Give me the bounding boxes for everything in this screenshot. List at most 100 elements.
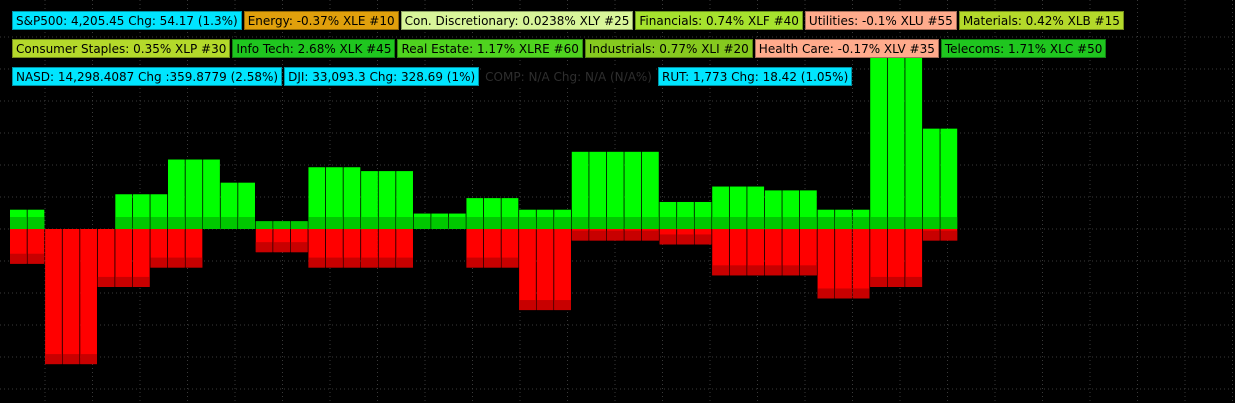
bar-negative-5 (97, 229, 115, 287)
sector-label-consumer-staples: Consumer Staples: 0.35% XLP #30 (12, 39, 231, 58)
bar-positive-base-17 (308, 217, 326, 229)
sector-label-telecoms: Telecoms: 1.71% XLC #50 (940, 39, 1107, 58)
bar-negative-41 (729, 229, 747, 276)
bar-negative-49 (870, 229, 887, 287)
bar-negative-tail-19 (343, 257, 361, 268)
bar-negative-7 (132, 229, 150, 287)
bar-negative-tail-6 (115, 276, 133, 287)
bar-negative-tail-50 (887, 276, 905, 287)
bar-negative-tail-48 (852, 288, 870, 299)
bar-positive-base-35 (624, 217, 642, 229)
bar-negative-tail-46 (817, 288, 835, 299)
bar-negative-tail-47 (835, 288, 852, 299)
bar-positive-base-33 (589, 217, 607, 229)
bar-positive-base-48 (852, 217, 870, 229)
bar-positive-base-12 (220, 217, 238, 229)
bar-positive-50 (887, 39, 905, 229)
bar-negative-tail-37 (659, 234, 677, 245)
bar-positive-base-8 (150, 217, 168, 229)
bar-negative-tail-4 (80, 354, 97, 365)
bar-negative-2 (45, 229, 62, 365)
index-label-dji: DJI: 33,093.3 Chg: 328.69 (1%) (284, 67, 480, 86)
bar-negative-tail-5 (97, 276, 115, 287)
bar-negative-43 (764, 229, 782, 276)
bar-positive-base-50 (887, 217, 905, 229)
sector-label-financials: Financials: 0.74% XLF #40 (635, 11, 803, 30)
sector-label-info-tech: Info Tech: 2.68% XLK #45 (232, 39, 396, 58)
label-row-2: Consumer Staples: 0.35% XLP #30 Info Tec… (12, 39, 1107, 58)
bar-positive-base-45 (800, 217, 817, 229)
bar-positive-base-40 (712, 217, 729, 229)
bar-positive-base-44 (782, 217, 800, 229)
bar-negative-tail-31 (554, 300, 571, 311)
bar-negative-tail-16 (290, 242, 308, 253)
bar-positive-base-24 (431, 217, 449, 229)
sector-label-real-estate: Real Estate: 1.17% XLRE #60 (397, 39, 583, 58)
bar-positive-base-13 (238, 217, 255, 229)
bar-positive-base-38 (677, 217, 694, 229)
bar-negative-tail-45 (800, 265, 817, 276)
bar-negative-tail-10 (185, 257, 203, 268)
bar-negative-tail-3 (62, 354, 80, 365)
bar-positive-base-51 (905, 217, 923, 229)
bar-negative-tail-38 (677, 234, 694, 245)
bar-positive-9 (168, 159, 185, 229)
bar-positive-base-10 (185, 217, 203, 229)
index-label-rut: RUT: 1,773 Chg: 18.42 (1.05%) (657, 67, 853, 86)
bar-positive-base-16 (290, 221, 308, 229)
bar-negative-tail-26 (466, 257, 484, 268)
bar-positive-53 (940, 128, 958, 229)
bar-positive-base-31 (554, 217, 571, 229)
chart-bars (10, 39, 958, 365)
bar-negative-tail-20 (361, 257, 378, 268)
bar-positive-base-25 (448, 217, 466, 229)
bar-negative-tail-33 (589, 230, 607, 241)
bar-positive-22 (396, 171, 413, 229)
bar-positive-base-20 (361, 217, 378, 229)
bar-positive-10 (185, 159, 203, 229)
bar-negative-tail-52 (922, 230, 940, 241)
bar-negative-tail-28 (501, 257, 519, 268)
bar-negative-50 (887, 229, 905, 287)
bar-negative-46 (817, 229, 835, 299)
bar-negative-51 (905, 229, 923, 287)
bar-positive-base-29 (519, 217, 536, 229)
bar-positive-base-41 (729, 217, 747, 229)
bar-negative-tail-15 (273, 242, 291, 253)
bar-positive-base-43 (764, 217, 782, 229)
bar-negative-tail-29 (519, 300, 536, 311)
bar-positive-base-34 (606, 217, 624, 229)
bar-positive-34 (606, 151, 624, 229)
bar-negative-tail-34 (606, 230, 624, 241)
bar-negative-tail-32 (571, 230, 589, 241)
bar-negative-tail-39 (694, 234, 712, 245)
bar-positive-18 (326, 167, 343, 229)
sector-label-consumer-discretionary: Con. Discretionary: 0.0238% XLY #25 (400, 11, 634, 30)
bar-negative-tail-53 (940, 230, 958, 241)
bar-positive-base-0 (10, 217, 27, 229)
bar-negative-tail-22 (396, 257, 413, 268)
bar-positive-base-11 (203, 217, 220, 229)
bar-positive-base-42 (747, 217, 765, 229)
bar-negative-tail-51 (905, 276, 923, 287)
bar-positive-base-28 (501, 217, 519, 229)
bar-positive-11 (203, 159, 220, 229)
bar-positive-19 (343, 167, 361, 229)
bar-negative-tail-30 (536, 300, 554, 311)
sector-label-utilities: Utilities: -0.1% XLU #55 (804, 11, 957, 30)
bar-positive-36 (642, 151, 659, 229)
bar-positive-base-26 (466, 217, 484, 229)
bar-positive-33 (589, 151, 607, 229)
bar-negative-tail-35 (624, 230, 642, 241)
bar-negative-40 (712, 229, 729, 276)
bar-negative-48 (852, 229, 870, 299)
bar-positive-21 (378, 171, 396, 229)
bar-positive-base-39 (694, 217, 712, 229)
label-row-1: S&P500: 4,205.45 Chg: 54.17 (1.3%) Energ… (12, 11, 1124, 30)
bar-positive-20 (361, 171, 378, 229)
bar-negative-44 (782, 229, 800, 276)
bar-negative-tail-7 (132, 276, 150, 287)
bar-negative-tail-18 (326, 257, 343, 268)
index-label-comp: COMP: N/A Chg: N/A (N/A%) (481, 67, 656, 86)
